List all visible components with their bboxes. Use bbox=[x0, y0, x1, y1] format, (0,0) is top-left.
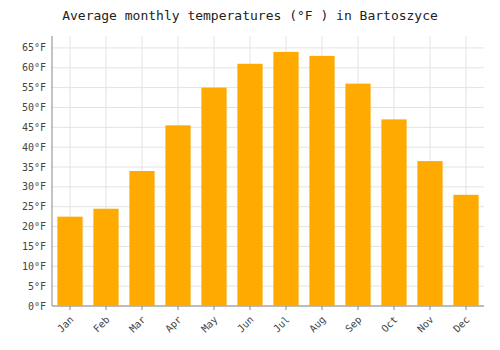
x-tick-label: Aug bbox=[307, 314, 328, 335]
y-tick-label: 15°F bbox=[22, 241, 46, 252]
x-tick-label: Jan bbox=[55, 314, 76, 335]
x-tick bbox=[322, 306, 323, 310]
x-tick bbox=[286, 306, 287, 310]
x-tick bbox=[178, 306, 179, 310]
x-tick bbox=[70, 306, 71, 310]
bar bbox=[201, 88, 226, 306]
bar bbox=[57, 217, 82, 306]
x-tick-label: Dec bbox=[451, 314, 472, 335]
grid-line bbox=[52, 147, 484, 148]
y-tick-label: 0°F bbox=[28, 301, 46, 312]
bar bbox=[129, 171, 154, 306]
bar bbox=[453, 195, 478, 306]
x-tick-label: Jun bbox=[235, 314, 256, 335]
x-tick bbox=[430, 306, 431, 310]
y-tick-label: 55°F bbox=[22, 82, 46, 93]
bar bbox=[381, 119, 406, 306]
grid-line bbox=[52, 67, 484, 68]
bar bbox=[237, 64, 262, 306]
chart-container: Average monthly temperatures (°F ) in Ba… bbox=[0, 0, 500, 350]
y-tick-label: 45°F bbox=[22, 122, 46, 133]
grid-line bbox=[52, 47, 484, 48]
y-tick-label: 30°F bbox=[22, 181, 46, 192]
y-tick-label: 20°F bbox=[22, 221, 46, 232]
x-tick bbox=[250, 306, 251, 310]
y-tick-label: 5°F bbox=[28, 281, 46, 292]
x-tick bbox=[106, 306, 107, 310]
bar bbox=[165, 125, 190, 306]
x-tick bbox=[394, 306, 395, 310]
x-tick bbox=[214, 306, 215, 310]
y-tick-label: 40°F bbox=[22, 142, 46, 153]
grid-line bbox=[52, 107, 484, 108]
page: {"chart_data": {"type": "bar", "title": … bbox=[0, 0, 500, 350]
x-tick bbox=[466, 306, 467, 310]
y-tick-label: 65°F bbox=[22, 42, 46, 53]
y-tick-label: 25°F bbox=[22, 201, 46, 212]
x-tick bbox=[142, 306, 143, 310]
grid-line bbox=[52, 87, 484, 88]
bar bbox=[309, 56, 334, 306]
x-tick-label: Jul bbox=[271, 314, 292, 335]
y-tick-label: 50°F bbox=[22, 102, 46, 113]
bars bbox=[57, 52, 478, 306]
y-tick-label: 60°F bbox=[22, 62, 46, 73]
x-tick-label: Sep bbox=[343, 314, 364, 335]
x-tick-label: Apr bbox=[163, 314, 184, 335]
y-axis-line bbox=[52, 36, 53, 306]
grid-line bbox=[52, 127, 484, 128]
x-tick bbox=[358, 306, 359, 310]
x-tick-label: Nov bbox=[415, 314, 436, 335]
x-tick-label: Mar bbox=[127, 314, 148, 335]
x-tick-label: May bbox=[199, 314, 220, 335]
title: Average monthly temperatures (°F ) in Ba… bbox=[62, 8, 438, 23]
axes: 0°F 5°F 10°F 15°F 20°F 25°F 30°F 35°F 40°F 45°F 50… bbox=[22, 36, 484, 334]
y-tick-label: 35°F bbox=[22, 162, 46, 173]
grid bbox=[52, 36, 484, 306]
bar bbox=[93, 209, 118, 306]
chart-svg: Average monthly temperatures (°F ) in Ba… bbox=[0, 0, 500, 350]
x-tick-label: Oct bbox=[379, 314, 400, 335]
bar bbox=[273, 52, 298, 306]
y-tick-label: 10°F bbox=[22, 261, 46, 272]
bar bbox=[417, 161, 442, 306]
x-tick-label: Feb bbox=[91, 314, 112, 335]
bar bbox=[345, 84, 370, 306]
